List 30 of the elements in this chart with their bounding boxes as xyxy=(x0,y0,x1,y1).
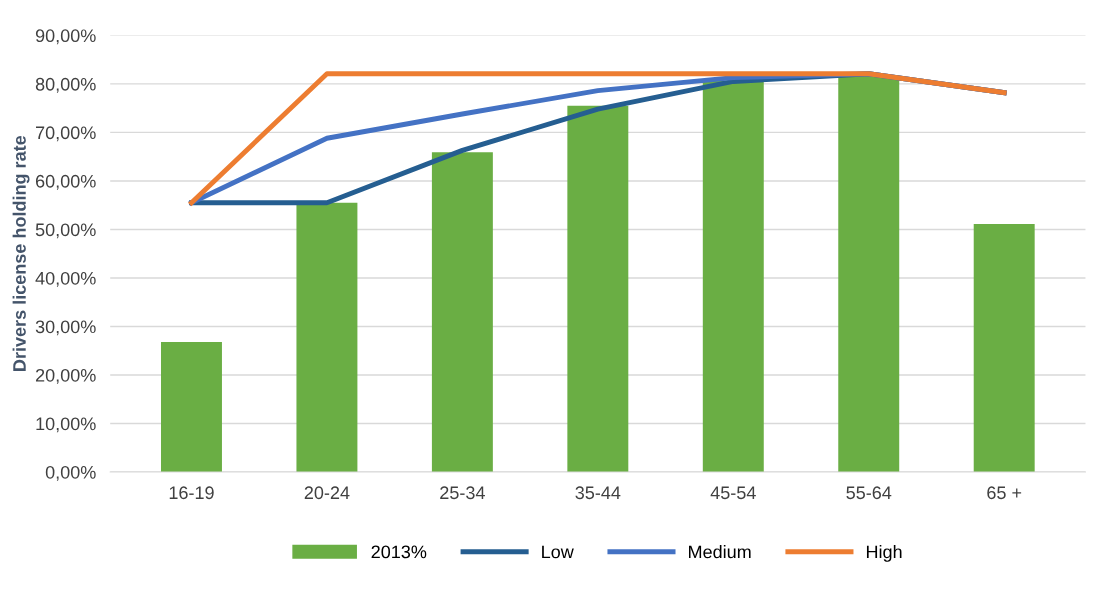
y-tick-label: 0,00% xyxy=(45,465,96,481)
y-tick-label: 80,00% xyxy=(35,77,96,93)
legend-label: Medium xyxy=(689,545,751,559)
bar xyxy=(702,80,764,472)
y-tick-label: 40,00% xyxy=(35,271,96,287)
y-tick-label: 90,00% xyxy=(35,29,96,45)
x-tick-label: 25-34 xyxy=(440,486,485,500)
line-series xyxy=(189,71,1007,206)
bar xyxy=(161,341,222,472)
y-axis-title: Drivers license holding rate xyxy=(12,135,30,371)
x-tick-label: 45-54 xyxy=(710,486,756,500)
x-tick-label: 16-19 xyxy=(169,486,214,500)
bar xyxy=(838,75,900,472)
bar xyxy=(296,202,358,472)
y-tick-label: 10,00% xyxy=(36,417,96,433)
legend-label: 2013% xyxy=(371,545,427,559)
y-tick-label: 50,00% xyxy=(35,223,96,239)
y-tick-label: 30,00% xyxy=(35,320,96,336)
y-tick-label: 70,00% xyxy=(36,126,96,142)
bar xyxy=(567,105,629,472)
y-tick-label: 20,00% xyxy=(35,368,96,384)
legend-label: High xyxy=(866,545,902,562)
x-tick-label: 20-24 xyxy=(304,486,350,500)
bar xyxy=(431,152,493,472)
x-tick-label: 55-64 xyxy=(846,486,892,500)
bar xyxy=(973,224,1035,472)
legend-label: Low xyxy=(542,545,574,559)
x-tick-label: 35-44 xyxy=(575,486,621,500)
y-tick-label: 60,00% xyxy=(35,174,96,190)
x-tick-label: 65 + xyxy=(987,486,1022,500)
